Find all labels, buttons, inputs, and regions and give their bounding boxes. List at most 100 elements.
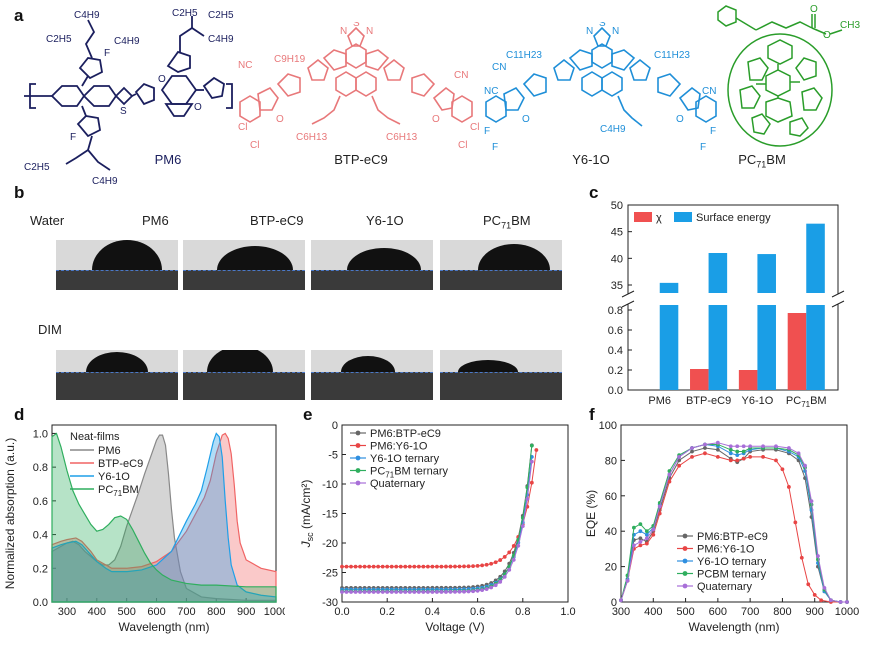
btp-atom-cl-2: Cl xyxy=(250,140,259,151)
legend-marker xyxy=(355,443,361,448)
series-quaternary-point xyxy=(619,598,623,603)
series-pm6-y6-1o-point xyxy=(806,582,811,587)
y-tick-label: 0 xyxy=(332,420,338,432)
series-pm6-y6-1o-point xyxy=(367,564,372,569)
series-pm6-y6-1o-point xyxy=(430,564,435,569)
x-tick-label: 600 xyxy=(709,606,727,618)
pm6-group-c2h5-bottom: C2H5 xyxy=(24,162,50,173)
series-quaternary-point xyxy=(529,459,534,464)
baseline-dashed xyxy=(440,372,562,373)
pm6-atom-f-top: F xyxy=(104,48,110,59)
series-pm6-y6-1o-point xyxy=(444,564,448,569)
pm6-name: PM6 xyxy=(154,152,182,167)
series-quaternary-point xyxy=(748,444,753,449)
btp-group-nc: NC xyxy=(238,60,252,71)
y-tick-label: 0.2 xyxy=(33,563,48,575)
series-quaternary-point xyxy=(340,590,344,594)
contact-angle-image xyxy=(311,240,433,290)
series-y6-1o-ternary-point xyxy=(735,453,740,457)
series-pcbm-ternary-point xyxy=(741,449,746,454)
chart-d-absorption: 300 400 500 600 700 800 900 1000 0.0 0.2 0.4 0.6 0.8… xyxy=(3,424,285,634)
series-quaternary-point xyxy=(677,454,682,459)
y-tick-label: 45 xyxy=(611,227,623,239)
series-quaternary-point xyxy=(371,590,376,594)
btp-atom-n2: N xyxy=(366,26,373,37)
legend-label: PCBM ternary xyxy=(697,569,767,581)
substrate xyxy=(440,372,562,400)
series-pm6-y6-1o-point xyxy=(735,458,740,463)
x-axis-label: Wavelength (nm) xyxy=(119,620,210,634)
series-pm6-y6-1o-point xyxy=(403,564,408,569)
series-quaternary-point xyxy=(644,536,649,541)
series-pm6-y6-1o-point xyxy=(728,458,733,463)
bar-surface-energy-lower xyxy=(806,305,825,390)
droplet xyxy=(458,360,518,372)
x-tick-label: 0.6 xyxy=(470,606,485,618)
series-quaternary-point xyxy=(353,590,358,594)
series-pm6-y6-1o-point xyxy=(690,454,694,459)
series-pm6-y6-1o-point xyxy=(761,454,765,459)
baseline-dashed xyxy=(440,270,562,271)
x-tick-label: 0.4 xyxy=(425,606,440,618)
series-pm6-y6-1o-point xyxy=(416,564,421,569)
legend-marker xyxy=(682,571,688,576)
bar-surface-energy-lower xyxy=(757,305,776,390)
series-quaternary-point xyxy=(435,590,439,594)
bar-surface-energy-upper xyxy=(708,253,728,293)
pm6-group-c2h5-top: C2H5 xyxy=(46,34,72,45)
series-pm6-y6-1o-point xyxy=(703,451,707,456)
series-quaternary-point xyxy=(358,590,362,594)
y6-group-cn-right: CN xyxy=(702,86,716,97)
panel-label-e: e xyxy=(303,405,313,424)
bar-chi xyxy=(690,369,709,390)
series-quaternary-point xyxy=(845,600,849,604)
series-quaternary-point xyxy=(380,590,385,594)
series-pm6-y6-1o-point xyxy=(371,564,376,569)
series-pm6-btp-ec9-point xyxy=(638,536,643,541)
y-tick-label: 80 xyxy=(605,455,617,467)
y-tick-label: 1.0 xyxy=(33,428,48,440)
chart-e-jv: 0.0 0.2 0.4 0.6 0.8 1.0 0 -5 -10 -15 -20 -25 -30 Volt… xyxy=(299,420,576,634)
y6-atom-o-right: O xyxy=(676,114,684,125)
x-tick-label: 500 xyxy=(117,606,135,618)
series-area-pm6 xyxy=(51,434,277,603)
x-tick-label: 500 xyxy=(676,606,694,618)
y6-atom-f-1: F xyxy=(484,126,490,137)
y-tick-label: 50 xyxy=(611,200,623,212)
y-tick-label: 100 xyxy=(599,420,617,432)
substrate xyxy=(183,372,305,400)
legend-label: Y6-1O xyxy=(98,471,130,483)
series-pm6-y6-1o-point xyxy=(651,532,656,537)
bar-chi xyxy=(738,370,758,390)
series-pm6-y6-1o-point xyxy=(507,550,512,555)
baseline-dashed xyxy=(311,372,433,373)
series-quaternary-point xyxy=(715,440,720,445)
contact-col-btp-ec9: BTP-eC9 xyxy=(250,213,304,228)
y6-1o-name: Y6-1O xyxy=(572,152,610,167)
legend-swatch-surface-energy xyxy=(674,212,692,222)
contact-angle-image xyxy=(56,350,178,400)
series-pm6-y6-1o-point xyxy=(421,564,426,569)
x-tick-label: BTP-eC9 xyxy=(686,395,731,407)
y6-atom-f-3: F xyxy=(710,126,716,137)
series-quaternary-point xyxy=(838,600,843,604)
y-tick-label: -5 xyxy=(328,450,338,462)
series-pm6-y6-1o-point xyxy=(786,485,791,489)
series-pm6-y6-1o-point xyxy=(475,563,480,568)
legend-label: PM6 xyxy=(98,445,121,457)
contact-angle-image xyxy=(56,240,178,290)
bar-surface-energy-upper xyxy=(659,282,679,293)
legend-marker xyxy=(355,480,361,486)
series-quaternary-point xyxy=(425,590,430,594)
contact-col-pc71bm: PC71BM xyxy=(483,213,531,231)
x-tick-label: 300 xyxy=(58,606,76,618)
y6-group-c11h23-left: C11H23 xyxy=(506,50,542,61)
series-quaternary-point xyxy=(796,451,801,456)
series-quaternary-point xyxy=(502,575,507,579)
legend-label-chi: χ xyxy=(656,212,662,224)
y-tick-label: -30 xyxy=(322,597,338,609)
series-quaternary-point xyxy=(728,444,733,449)
y6-atom-f-2: F xyxy=(492,142,498,152)
series-pm6-btp-ec9-point xyxy=(703,446,707,450)
series-pm6-y6-1o-point xyxy=(358,564,362,569)
